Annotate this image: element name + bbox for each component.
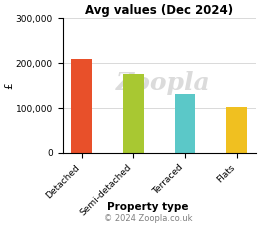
Text: Property type: Property type — [107, 202, 189, 211]
Title: Avg values (Dec 2024): Avg values (Dec 2024) — [85, 4, 233, 17]
Bar — [226, 107, 247, 153]
Text: Zoopla: Zoopla — [116, 71, 210, 95]
Text: © 2024 Zoopla.co.uk: © 2024 Zoopla.co.uk — [104, 214, 192, 223]
Bar — [123, 74, 144, 153]
Bar — [175, 94, 195, 153]
Bar — [71, 59, 92, 153]
Y-axis label: £: £ — [4, 82, 14, 89]
